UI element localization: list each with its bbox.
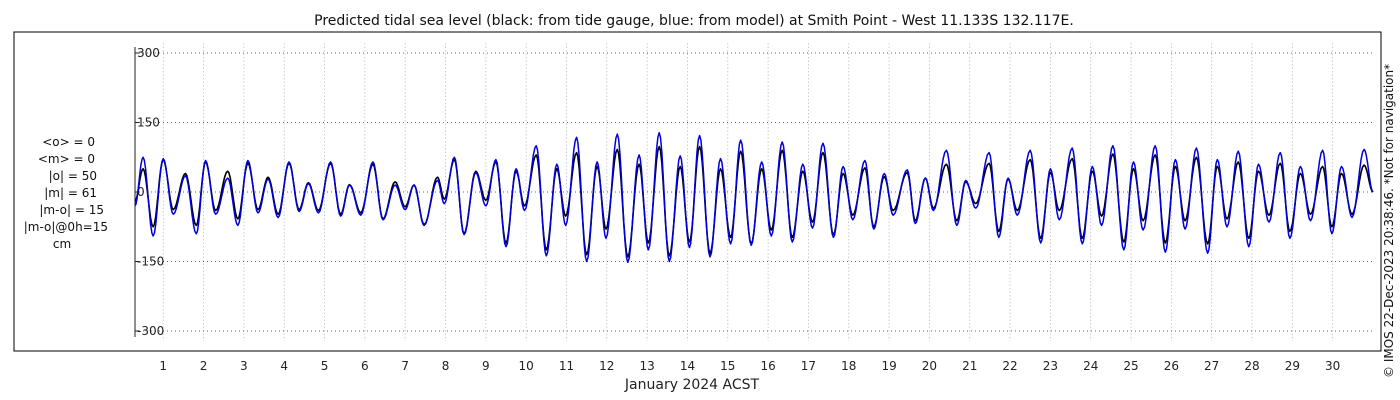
x-tick-label: 18 <box>841 359 856 373</box>
x-tick-label: 21 <box>962 359 977 373</box>
y-tick-label: -300 <box>137 324 164 338</box>
x-tick-label: 22 <box>1002 359 1017 373</box>
x-tick-label: 27 <box>1204 359 1219 373</box>
x-tick-label: 19 <box>881 359 896 373</box>
grid <box>135 43 1373 341</box>
x-ticks: 1 2 3 4 5 6 7 8 9 10 11 12 13 14 15 16 17 18 19 20 21 22 23 24 2… <box>159 359 1340 373</box>
y-tick-label: -150 <box>137 255 164 269</box>
chart-title: Predicted tidal sea level (black: from t… <box>314 13 1074 29</box>
x-tick-label: 30 <box>1325 359 1340 373</box>
x-tick-label: 9 <box>482 359 490 373</box>
x-tick-label: 2 <box>200 359 208 373</box>
stat-abs-diff: |m-o| = 15 <box>39 203 104 217</box>
x-tick-label: 14 <box>680 359 695 373</box>
x-tick-label: 16 <box>760 359 775 373</box>
series-layer <box>134 131 1374 264</box>
y-tick-label: 150 <box>137 116 160 130</box>
outer-frame <box>13 31 1382 352</box>
stat-mean-model: <m> = 0 <box>38 152 95 166</box>
x-tick-label: 15 <box>720 359 735 373</box>
credit-text: © IMOS 22-Dec-2023 20:38:46. *Not for na… <box>1382 64 1396 378</box>
x-tick-label: 11 <box>559 359 574 373</box>
x-tick-label: 29 <box>1285 359 1300 373</box>
x-tick-label: 12 <box>599 359 614 373</box>
x-tick-label: 28 <box>1244 359 1259 373</box>
series-line-model <box>134 131 1374 264</box>
x-tick-label: 7 <box>401 359 409 373</box>
x-tick-label: 5 <box>321 359 329 373</box>
x-tick-label: 4 <box>280 359 288 373</box>
y-tick-label: 0 <box>137 185 145 199</box>
x-tick-label: 24 <box>1083 359 1098 373</box>
x-axis-label: January 2024 ACST <box>624 377 760 393</box>
x-tick-label: 23 <box>1043 359 1058 373</box>
x-tick-label: 13 <box>639 359 654 373</box>
stats-panel: <o> = 0 <m> = 0 |o| = 50 |m| = 61 |m-o| … <box>24 135 108 251</box>
stat-unit: cm <box>53 237 71 251</box>
stat-mean-obs: <o> = 0 <box>42 135 95 149</box>
x-tick-label: 1 <box>159 359 167 373</box>
y-ticks: 300 150 0 -150 -300 <box>135 46 164 338</box>
x-tick-label: 25 <box>1123 359 1138 373</box>
x-tick-label: 6 <box>361 359 369 373</box>
stat-abs-obs: |o| = 50 <box>49 169 97 183</box>
x-tick-label: 10 <box>519 359 534 373</box>
x-tick-label: 8 <box>442 359 450 373</box>
x-tick-label: 26 <box>1164 359 1179 373</box>
x-tick-label: 17 <box>801 359 816 373</box>
y-tick-label: 300 <box>137 46 160 60</box>
stat-abs-diff-0h: |m-o|@0h=15 <box>24 220 108 234</box>
x-tick-label: 3 <box>240 359 248 373</box>
stat-abs-model: |m| = 61 <box>44 186 97 200</box>
x-tick-label: 20 <box>922 359 937 373</box>
series-line-tide-gauge <box>134 145 1374 258</box>
